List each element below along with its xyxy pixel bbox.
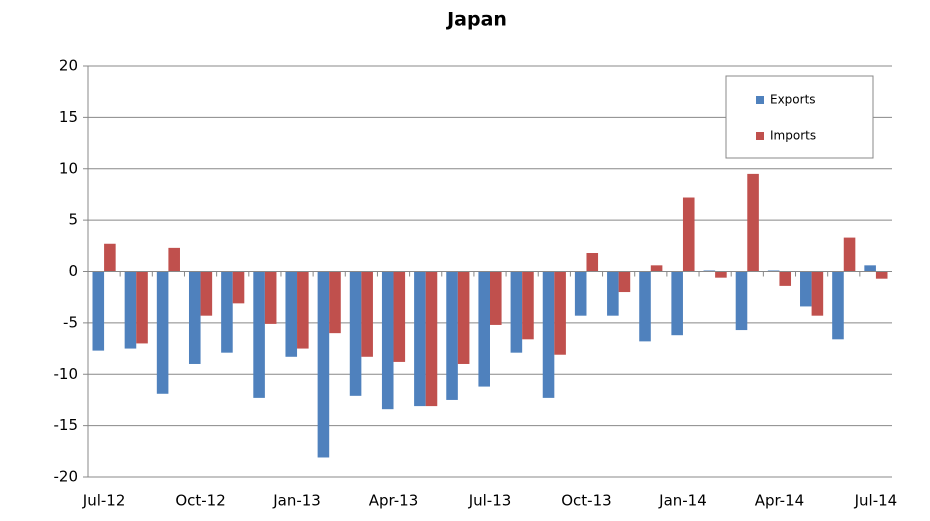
bar (703, 270, 716, 272)
x-tick-label: Jul-13 (468, 492, 512, 510)
bar (779, 271, 792, 286)
bar (168, 247, 180, 272)
x-tick-label: Jan-13 (272, 492, 321, 510)
bar (381, 271, 394, 410)
y-tick-label: 10 (59, 159, 78, 177)
x-tick-label: Jan-14 (658, 492, 707, 510)
bar (478, 271, 490, 387)
bar (586, 253, 599, 272)
y-tick-label: 20 (59, 57, 78, 75)
bar (747, 173, 759, 272)
bar (136, 271, 148, 344)
y-tick-label: -5 (63, 313, 78, 331)
bar (92, 271, 105, 351)
bar (297, 271, 309, 349)
bar (188, 271, 201, 364)
bar (554, 271, 566, 355)
bar (349, 271, 362, 396)
bar (361, 271, 373, 357)
bar (264, 271, 277, 324)
y-tick-label: -10 (54, 365, 79, 383)
bar (522, 271, 534, 340)
y-tick-label: 5 (68, 211, 78, 229)
bar (425, 271, 438, 407)
bar (446, 271, 458, 400)
x-tick-label: Jul-14 (854, 492, 898, 510)
bar (457, 271, 470, 364)
legend-label: Imports (770, 129, 816, 143)
bar (414, 271, 426, 407)
bar (104, 243, 116, 272)
bar (156, 271, 169, 394)
bar (639, 271, 651, 342)
bar (200, 271, 213, 316)
chart-title: Japan (445, 9, 507, 31)
y-tick-label: 0 (68, 262, 78, 280)
bar (800, 271, 812, 307)
y-tick-label: 15 (59, 108, 78, 126)
x-tick-label: Jul-12 (82, 492, 126, 510)
legend-box (725, 75, 874, 159)
bar (253, 271, 265, 398)
bar (811, 271, 824, 316)
legend-label: Exports (770, 93, 816, 107)
bar (715, 271, 727, 278)
bar (490, 271, 502, 325)
x-tick-label: Apr-13 (369, 492, 419, 510)
bar (864, 265, 876, 272)
bar (317, 271, 330, 458)
bar (607, 271, 619, 316)
x-tick-label: Oct-13 (561, 492, 611, 510)
bar (618, 271, 631, 293)
x-tick-label: Oct-12 (175, 492, 225, 510)
bar (767, 270, 780, 272)
bar (875, 271, 888, 279)
bar (832, 271, 844, 340)
bar (329, 271, 341, 334)
bar (671, 271, 683, 336)
x-tick-label: Apr-14 (755, 492, 805, 510)
bar (510, 271, 523, 353)
bar (393, 271, 406, 362)
bar (124, 271, 137, 349)
y-tick-label: -15 (54, 416, 79, 434)
bar (735, 271, 748, 331)
bar (843, 237, 856, 272)
bar (221, 271, 233, 353)
legend-swatch (756, 96, 764, 104)
bar (682, 197, 695, 272)
legend-swatch (756, 132, 764, 140)
bar (285, 271, 298, 357)
bar (542, 271, 555, 398)
bar (232, 271, 245, 304)
y-tick-label: -20 (54, 468, 79, 486)
bar (650, 265, 663, 272)
bar (574, 271, 587, 316)
